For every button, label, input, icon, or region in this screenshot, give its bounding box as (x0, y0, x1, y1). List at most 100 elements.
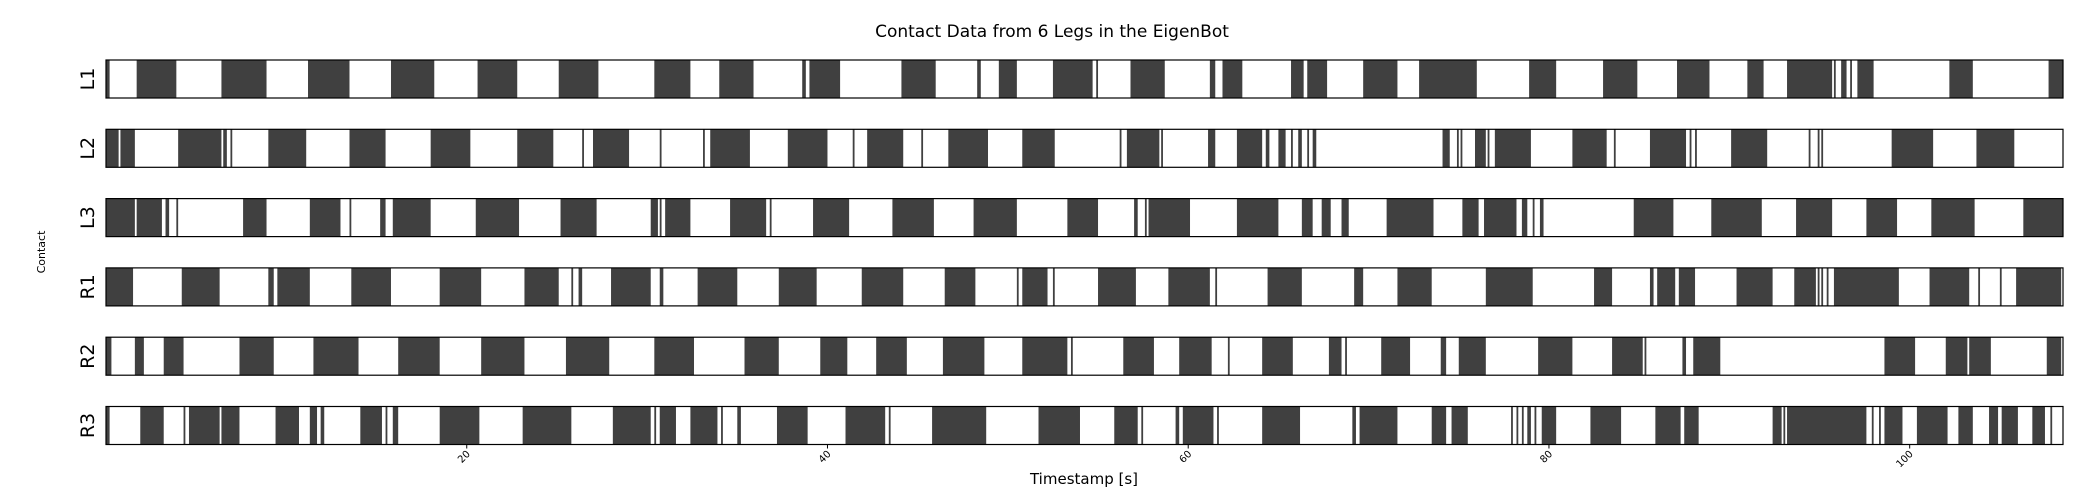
contact-bar (1677, 60, 1710, 98)
strip-frame (105, 405, 2064, 446)
contact-bar (1978, 267, 1981, 306)
contact-bar (106, 406, 110, 445)
contact-bar (243, 198, 267, 237)
contact-bar (1841, 60, 1847, 98)
contact-bar (809, 60, 841, 98)
contact-bar (802, 60, 806, 98)
contact-bar (390, 60, 435, 98)
contact-bar (1307, 60, 1328, 98)
contact-bar (1354, 267, 1364, 306)
contact-bar (1227, 337, 1230, 376)
contact-bar (221, 60, 267, 98)
contact-bar (1612, 337, 1643, 376)
contact-bar (1262, 337, 1293, 376)
contact-bar (268, 267, 274, 306)
contact-bar (558, 60, 599, 98)
contact-bar (380, 198, 386, 237)
contact-bar (876, 337, 907, 376)
contact-bar (351, 267, 391, 306)
contact-bar (1511, 406, 1513, 445)
contact-bar (1291, 60, 1304, 98)
strip-frame (105, 198, 2064, 238)
contact-bar (385, 406, 388, 445)
contact-bar (744, 337, 779, 376)
contact-bar (1731, 129, 1768, 168)
contact-bar (932, 406, 987, 445)
contact-bar (1931, 198, 1975, 237)
contact-bar (612, 406, 651, 445)
contact-bar (1431, 406, 1447, 445)
contact-bar (659, 198, 662, 237)
strip-frame (105, 267, 2064, 307)
contact-bar (1516, 406, 1519, 445)
contact-bar (475, 198, 520, 237)
contact-bar (439, 267, 482, 306)
strip-frame (105, 128, 2064, 168)
contact-bar (1787, 406, 1867, 445)
contact-bar (1976, 129, 2015, 168)
contact-bar (178, 129, 222, 168)
leg-label-l1: L1 (77, 68, 99, 91)
contact-bar (1693, 337, 1721, 376)
contact-bar (592, 129, 630, 168)
contact-bar (1265, 129, 1270, 168)
contact-bar (1821, 267, 1824, 306)
contact-bar (1871, 406, 1874, 445)
contact-bar (1833, 60, 1836, 98)
contact-bar (1345, 337, 1347, 376)
contact-bar (1298, 129, 1302, 168)
contact-bar (106, 129, 119, 168)
contact-bar (313, 337, 359, 376)
contact-bar (522, 406, 572, 445)
contact-bar (776, 406, 808, 445)
contact-bar (813, 198, 850, 237)
contact-bar (134, 337, 144, 376)
contact-bar (654, 406, 657, 445)
x-tick-label: 80 (1538, 449, 1555, 466)
contact-bar (1958, 406, 1973, 445)
contact-bar (1594, 267, 1613, 306)
contact-bar (1484, 198, 1517, 237)
contact-bar (2050, 406, 2053, 445)
contact-bar (524, 267, 559, 306)
contact-bar (1312, 129, 1317, 168)
contact-bar (1022, 267, 1048, 306)
leg-strip-r3: R3 (77, 405, 2064, 446)
contact-bar (690, 406, 718, 445)
contact-bar (1989, 406, 1999, 445)
contact-bar (1826, 267, 1829, 306)
contact-bar (1222, 60, 1243, 98)
contact-bar (1850, 60, 1852, 98)
x-tick-label: 40 (817, 449, 834, 466)
contact-bar (1534, 406, 1537, 445)
leg-label-r2: R2 (77, 344, 99, 369)
contact-bar (820, 337, 848, 376)
contact-bar (223, 129, 227, 168)
contact-bar (1175, 406, 1180, 445)
contact-bar (2046, 337, 2062, 376)
contact-bar (998, 60, 1017, 98)
contact-bar (1736, 267, 1773, 306)
contact-bar (1451, 406, 1468, 445)
contact-bar (136, 198, 162, 237)
contact-bar (703, 129, 705, 168)
contact-bar (1817, 267, 1820, 306)
contact-bar (106, 337, 112, 376)
contact-bar (106, 198, 135, 237)
contact-bar (1363, 60, 1398, 98)
contact-bar (1209, 60, 1216, 98)
contact-bar (1458, 337, 1486, 376)
contact-bar (1114, 406, 1138, 445)
contact-bar (1857, 60, 1874, 98)
contact-bar (778, 267, 817, 306)
contact-bar (1884, 406, 1903, 445)
contact-bar (861, 267, 904, 306)
contact-bar (1462, 198, 1479, 237)
contact-bar (2048, 60, 2063, 98)
contact-bar (1301, 198, 1313, 237)
leg-strips: L1 L2 L3 R1 R2 R3 (77, 59, 2064, 446)
contact-bar (1161, 129, 1163, 168)
contact-bar (1684, 406, 1699, 445)
contact-bar (120, 129, 135, 168)
contact-bar (867, 129, 904, 168)
